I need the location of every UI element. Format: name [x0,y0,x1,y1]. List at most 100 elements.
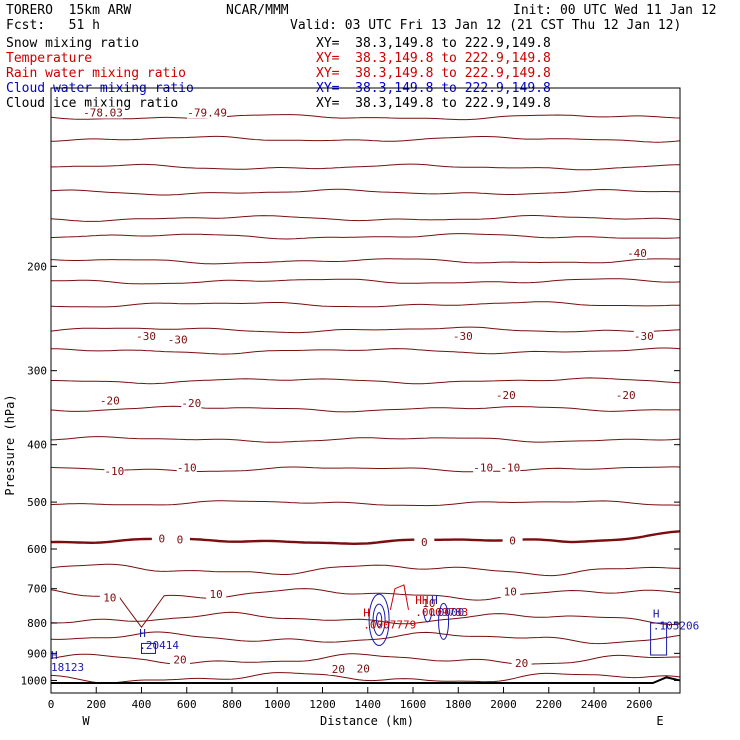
x-tick-label: 1600 [400,698,427,711]
label-bg [83,106,124,119]
isotherm-label: 10 [504,586,517,599]
x-tick-label: 1400 [355,698,382,711]
x-tick-label: 800 [222,698,242,711]
cloud-water-contour [368,593,390,647]
extremum-marker: HH [415,594,428,607]
isotherm-m75 [50,135,681,143]
extremum-marker: H [51,649,58,662]
extremum-value: .105206 [653,619,699,632]
extremum-marker: H [139,627,146,640]
extremum-marker: H [653,607,660,620]
x-tick-label: 0 [48,698,55,711]
x-tick-label: 2600 [626,698,653,711]
cloud-water-contour [375,612,383,628]
x-tick-label: 600 [177,698,197,711]
label-bg [187,106,228,119]
x-tick-label: 2000 [490,698,517,711]
isotherm-m65 [50,188,681,196]
label-bg [353,662,374,675]
field-cloud-water: Cloud water mixing ratio [6,81,194,96]
isotherm-label: 0 [509,534,516,547]
label-bg [181,396,202,409]
isotherm-label: 20 [332,663,345,676]
isotherm-label: 20 [173,654,186,667]
isotherm-label: -20 [100,395,120,408]
isotherm-label: -20 [496,389,516,402]
extremum-value: .0007779 [363,619,416,632]
isotherm-m60 [50,215,681,222]
isotherm-m40 [50,301,680,308]
y-tick-label: 600 [27,543,47,556]
isotherm-m45 [50,278,681,285]
cloud-water-contour [372,603,386,637]
y-tick-label: 200 [27,260,47,273]
extremum-value: .0000 [431,606,464,619]
isotherm-m70 [51,163,680,171]
label-bg [169,653,190,666]
y-tick-label: 700 [27,583,47,596]
isotherm-m15 [50,436,681,443]
isotherm-label: 20 [515,657,528,670]
y-axis-label: Pressure (hPa) [3,394,17,495]
isotherm-label: -30 [136,330,156,343]
isotherm-label: 10 [103,591,116,604]
label-bg [151,532,172,545]
isotherm-m10 [50,466,681,473]
isotherm-label: -30 [453,330,473,343]
field-temperature-xy: XY= 38.3,149.8 to 222.9,149.8 [316,51,551,66]
contour-labels: -40 -30 -30 -30 -30 -20 -20 -20 -20 -10 -10 -10 -10 0… [51,106,699,676]
isotherm-label: -10 [104,465,124,478]
isotherm-label: -20 [616,389,636,402]
precip-features [141,584,668,656]
label-bg [176,461,197,474]
isotherm-m25 [51,377,681,385]
x-tick-label: 2200 [536,698,563,711]
field-snow: Snow mixing ratio [6,36,140,51]
plot-frame [50,87,681,694]
y-tick-label: 500 [27,496,47,509]
x-tick-label: 400 [132,698,152,711]
x-tick-label: 1000 [264,698,291,711]
y-tick-label: 1000 [21,674,48,687]
isotherm-label: 10 [422,597,435,610]
extremum-value: 18123 [51,661,84,674]
isotherm-label: 0 [421,536,428,549]
x-tick-label: 2400 [581,698,608,711]
label-bg [502,534,523,547]
y-tick-label: 900 [27,647,47,660]
x-end-label-west: W [82,714,90,728]
model-title: TORERO 15km ARW [6,3,132,18]
label-bg [473,461,494,474]
y-tick-label: 800 [27,617,47,630]
y-tick-label: 400 [27,439,47,452]
org-label: NCAR/MMM [226,3,289,18]
label-bg [99,591,120,604]
field-rain-xy: XY= 38.3,149.8 to 222.9,149.8 [316,66,551,81]
extremum-marker: H [431,594,438,607]
field-snow-xy: XY= 38.3,149.8 to 222.9,149.8 [316,36,551,51]
field-temperature: Temperature [6,51,93,66]
isotherm-label: -30 [168,334,188,347]
label-bg [627,247,648,260]
x-tick-label: 200 [86,698,106,711]
cloud-water-contour [650,622,668,656]
label-bg [495,389,516,402]
isotherm-label: 0 [159,533,166,546]
x-axis-label: Distance (km) [320,714,414,728]
isotherm-contours [50,114,681,685]
top-contour-label: -79.49 [187,107,227,120]
isotherm-m20 [50,405,680,413]
isotherm-m35 [50,326,681,334]
valid-time: Valid: 03 UTC Fri 13 Jan 12 (21 CST Thu … [290,18,682,33]
extremum-marker: H [363,607,370,620]
label-bg [511,656,532,669]
field-rain: Rain water mixing ratio [6,66,187,81]
isotherm-label: -10 [473,461,493,474]
label-bg [206,587,227,600]
isotherm-20 [50,631,681,645]
isotherm-label: -40 [627,247,647,260]
label-bg [500,585,521,598]
isotherm-30 [50,672,681,684]
